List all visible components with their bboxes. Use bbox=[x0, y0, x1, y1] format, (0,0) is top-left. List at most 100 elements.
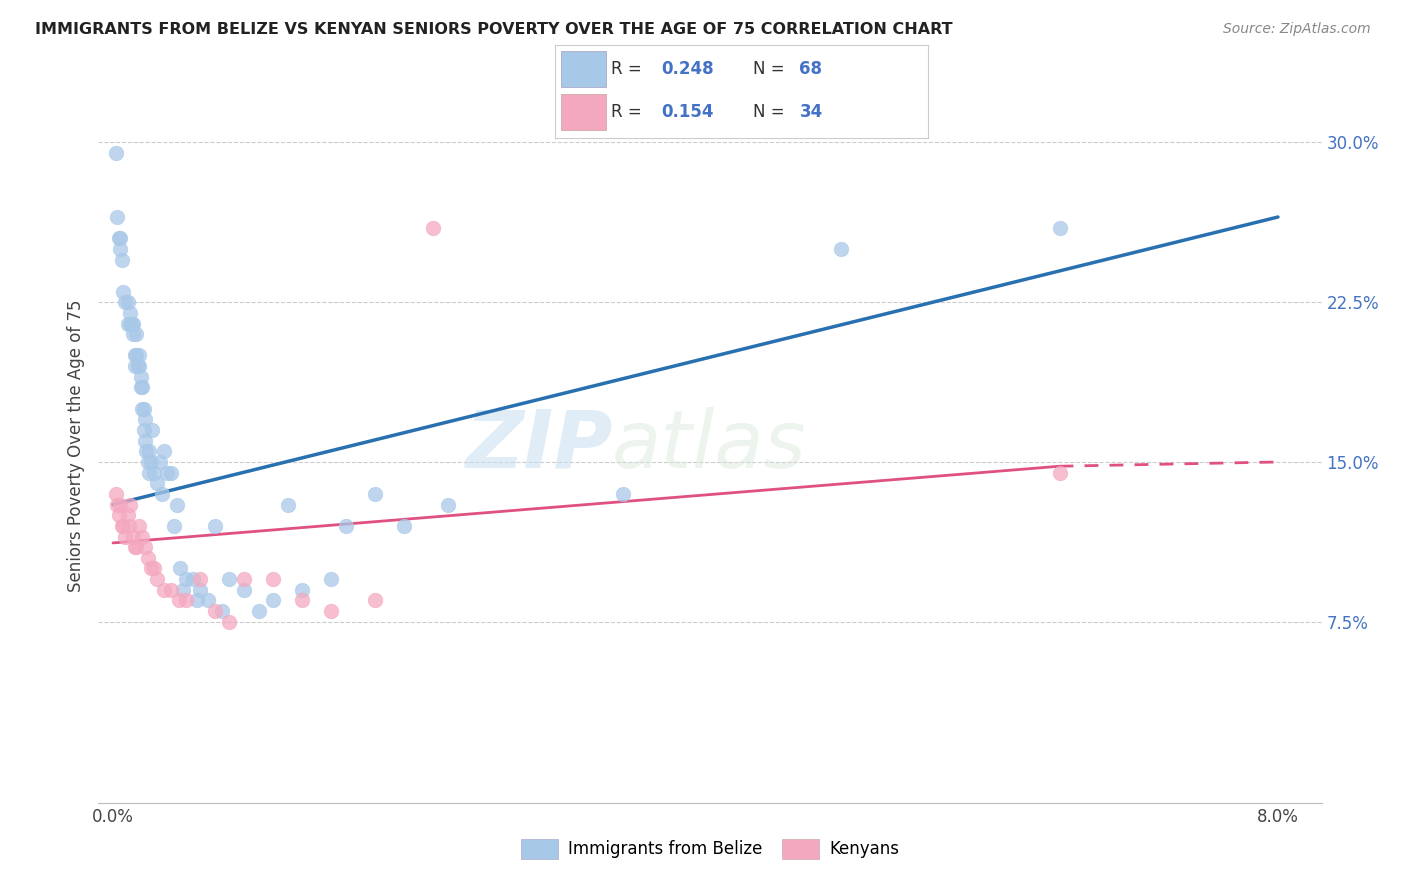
Point bbox=[172, 582, 194, 597]
Point bbox=[131, 380, 153, 394]
Point bbox=[612, 487, 634, 501]
Point bbox=[122, 327, 145, 342]
Point bbox=[122, 317, 145, 331]
Point bbox=[149, 455, 172, 469]
Point bbox=[188, 572, 211, 586]
Point bbox=[110, 498, 132, 512]
Point bbox=[163, 519, 186, 533]
Point bbox=[135, 444, 157, 458]
Point bbox=[233, 582, 256, 597]
Text: Source: ZipAtlas.com: Source: ZipAtlas.com bbox=[1223, 22, 1371, 37]
FancyBboxPatch shape bbox=[561, 51, 606, 87]
Point bbox=[104, 146, 127, 161]
Point bbox=[124, 540, 146, 554]
Point bbox=[125, 540, 148, 554]
Point bbox=[111, 519, 134, 533]
Point bbox=[139, 561, 162, 575]
Point bbox=[104, 487, 127, 501]
Point bbox=[108, 231, 131, 245]
Point bbox=[211, 604, 233, 618]
Point bbox=[364, 487, 387, 501]
Text: R =: R = bbox=[612, 103, 647, 121]
Point bbox=[145, 572, 167, 586]
Point bbox=[105, 210, 128, 224]
Point bbox=[134, 434, 156, 448]
Text: ZIP: ZIP bbox=[465, 407, 612, 485]
Point bbox=[134, 540, 156, 554]
Point bbox=[218, 572, 240, 586]
Point bbox=[830, 242, 852, 256]
Point bbox=[142, 466, 165, 480]
Point bbox=[169, 561, 191, 575]
Legend: Immigrants from Belize, Kenyans: Immigrants from Belize, Kenyans bbox=[515, 832, 905, 866]
Text: N =: N = bbox=[752, 103, 790, 121]
Point bbox=[141, 423, 163, 437]
Point bbox=[138, 444, 160, 458]
FancyBboxPatch shape bbox=[561, 95, 606, 130]
Text: 0.248: 0.248 bbox=[662, 60, 714, 78]
Point bbox=[122, 529, 145, 543]
Point bbox=[142, 561, 165, 575]
Point bbox=[129, 369, 152, 384]
Point bbox=[136, 550, 159, 565]
Point bbox=[188, 582, 211, 597]
Point bbox=[128, 359, 150, 373]
Point bbox=[145, 476, 167, 491]
Point bbox=[112, 285, 135, 299]
Point bbox=[335, 519, 357, 533]
Point bbox=[124, 349, 146, 363]
Point bbox=[129, 380, 152, 394]
Point bbox=[291, 593, 314, 607]
Text: 34: 34 bbox=[800, 103, 823, 121]
Point bbox=[167, 593, 190, 607]
Text: 68: 68 bbox=[800, 60, 823, 78]
Point bbox=[120, 498, 142, 512]
Point bbox=[114, 295, 136, 310]
Point bbox=[153, 444, 176, 458]
Point bbox=[117, 317, 139, 331]
Point bbox=[124, 359, 146, 373]
Point bbox=[262, 572, 284, 586]
Point bbox=[131, 401, 153, 416]
Point bbox=[121, 317, 143, 331]
Point bbox=[110, 242, 132, 256]
Point bbox=[132, 423, 155, 437]
Point bbox=[131, 529, 153, 543]
Point bbox=[1049, 466, 1071, 480]
Point bbox=[117, 508, 139, 523]
Point bbox=[128, 349, 150, 363]
Point bbox=[108, 508, 131, 523]
Point bbox=[118, 519, 141, 533]
Point bbox=[120, 317, 142, 331]
Text: 0.154: 0.154 bbox=[662, 103, 714, 121]
Point bbox=[125, 349, 148, 363]
Point bbox=[204, 604, 226, 618]
Point bbox=[392, 519, 416, 533]
Point bbox=[204, 519, 226, 533]
Point bbox=[156, 466, 179, 480]
Point bbox=[197, 593, 219, 607]
Text: R =: R = bbox=[612, 60, 647, 78]
Text: IMMIGRANTS FROM BELIZE VS KENYAN SENIORS POVERTY OVER THE AGE OF 75 CORRELATION : IMMIGRANTS FROM BELIZE VS KENYAN SENIORS… bbox=[35, 22, 953, 37]
Point bbox=[291, 582, 314, 597]
Point bbox=[138, 466, 160, 480]
Point bbox=[111, 252, 134, 267]
Text: atlas: atlas bbox=[612, 407, 807, 485]
Point bbox=[321, 604, 343, 618]
Point bbox=[136, 455, 159, 469]
Point bbox=[174, 593, 197, 607]
Point bbox=[422, 220, 444, 235]
Point bbox=[120, 306, 142, 320]
Point bbox=[139, 455, 162, 469]
Y-axis label: Seniors Poverty Over the Age of 75: Seniors Poverty Over the Age of 75 bbox=[66, 300, 84, 592]
Point bbox=[117, 295, 139, 310]
Point bbox=[152, 487, 174, 501]
Point bbox=[174, 572, 197, 586]
Point bbox=[128, 519, 150, 533]
Point bbox=[277, 498, 299, 512]
Point bbox=[181, 572, 204, 586]
Point bbox=[132, 401, 155, 416]
Point bbox=[125, 327, 148, 342]
Point bbox=[127, 359, 149, 373]
Point bbox=[262, 593, 284, 607]
